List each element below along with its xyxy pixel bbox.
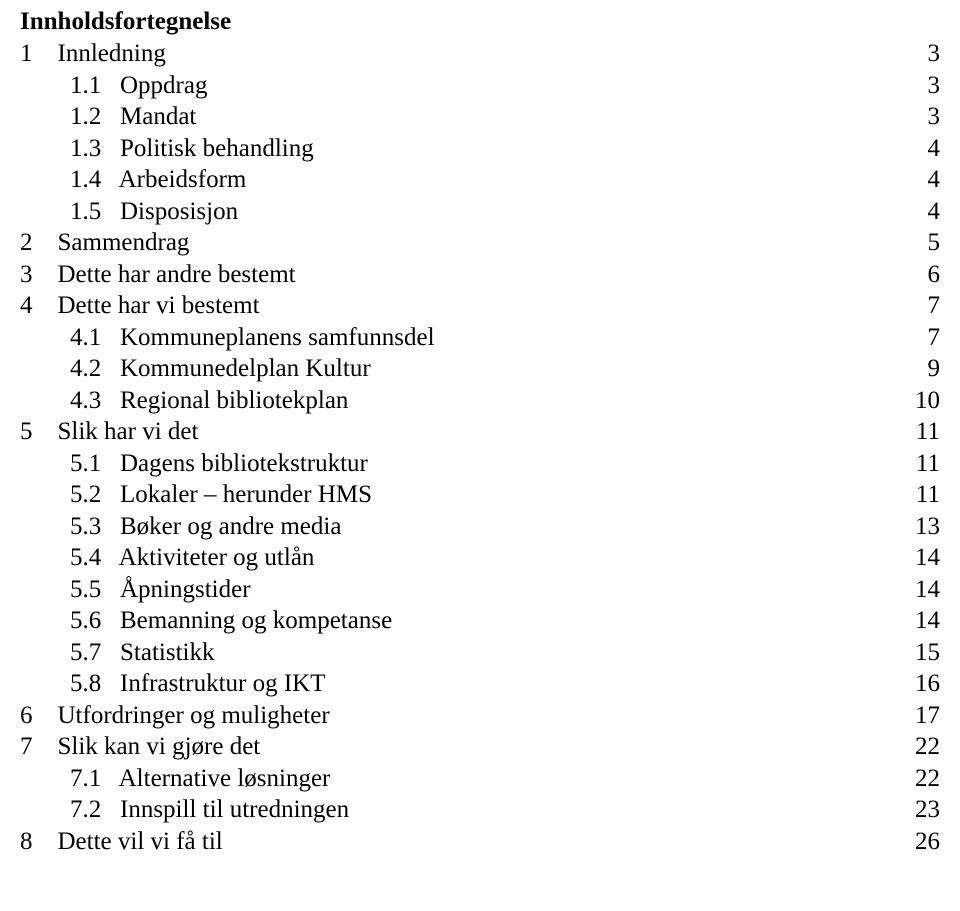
toc-entry-page: 26 <box>900 826 940 858</box>
toc-entry-page: 4 <box>900 164 940 196</box>
toc-entry-page: 22 <box>900 763 940 795</box>
toc-entry-page: 3 <box>900 38 940 70</box>
toc-entry-label: 8 Dette vil vi få til <box>20 826 223 858</box>
toc-entry-page: 7 <box>900 290 940 322</box>
toc-entry-label: 6 Utfordringer og muligheter <box>20 700 330 732</box>
toc-entry-page: 14 <box>900 605 940 637</box>
toc-entry-label: 4.1 Kommuneplanens samfunnsdel <box>20 322 435 354</box>
toc-line: 5.5 Åpningstider 14 <box>20 574 940 606</box>
toc-entry-page: 15 <box>900 637 940 669</box>
toc-entry-label: 5.2 Lokaler – herunder HMS <box>20 479 372 511</box>
toc-entry-label: 5.7 Statistikk <box>20 637 214 669</box>
toc-entry-label: 4.2 Kommunedelplan Kultur <box>20 353 371 385</box>
toc-entry-page: 5 <box>900 227 940 259</box>
toc-entry-label: 5.8 Infrastruktur og IKT <box>20 668 326 700</box>
toc-entry-label: 1.3 Politisk behandling <box>20 133 314 165</box>
toc-entry-page: 9 <box>900 353 940 385</box>
toc-line: 3 Dette har andre bestemt 6 <box>20 259 940 291</box>
toc-line: 7.1 Alternative løsninger 22 <box>20 763 940 795</box>
toc-line: 5.8 Infrastruktur og IKT 16 <box>20 668 940 700</box>
toc-line: 1.4 Arbeidsform 4 <box>20 164 940 196</box>
toc-line: 5.7 Statistikk 15 <box>20 637 940 669</box>
toc-entry-label: 5.6 Bemanning og kompetanse <box>20 605 392 637</box>
toc-line: 7 Slik kan vi gjøre det 22 <box>20 731 940 763</box>
toc-line: 5.6 Bemanning og kompetanse 14 <box>20 605 940 637</box>
toc-entry-page: 3 <box>900 70 940 102</box>
toc-entry-label: 1 Innledning <box>20 38 166 70</box>
toc-page: Innholdsfortegnelse 1 Innledning31.1 Opp… <box>0 0 960 877</box>
toc-entry-label: 2 Sammendrag <box>20 227 189 259</box>
toc-list: 1 Innledning31.1 Oppdrag31.2 Mandat31.3 … <box>20 38 940 857</box>
toc-entry-label: 7.1 Alternative løsninger <box>20 763 330 795</box>
toc-entry-page: 11 <box>900 416 940 448</box>
toc-entry-page: 11 <box>900 448 940 480</box>
toc-entry-page: 22 <box>900 731 940 763</box>
toc-entry-page: 6 <box>900 259 940 291</box>
toc-line: 2 Sammendrag 5 <box>20 227 940 259</box>
toc-line: 1.2 Mandat 3 <box>20 101 940 133</box>
toc-entry-page: 23 <box>900 794 940 826</box>
toc-entry-page: 16 <box>900 668 940 700</box>
toc-line: 5.2 Lokaler – herunder HMS 11 <box>20 479 940 511</box>
toc-entry-label: 5.3 Bøker og andre media <box>20 511 341 543</box>
toc-entry-label: 4.3 Regional bibliotekplan <box>20 385 348 417</box>
toc-entry-page: 3 <box>900 101 940 133</box>
toc-line: 5.4 Aktiviteter og utlån 14 <box>20 542 940 574</box>
toc-entry-page: 4 <box>900 133 940 165</box>
toc-entry-label: 5 Slik har vi det <box>20 416 198 448</box>
toc-entry-label: 7.2 Innspill til utredningen <box>20 794 349 826</box>
toc-entry-page: 11 <box>900 479 940 511</box>
toc-line: 4.1 Kommuneplanens samfunnsdel 7 <box>20 322 940 354</box>
toc-line: 5.3 Bøker og andre media 13 <box>20 511 940 543</box>
toc-line: 1.5 Disposisjon 4 <box>20 196 940 228</box>
toc-entry-page: 4 <box>900 196 940 228</box>
toc-entry-label: 5.1 Dagens bibliotekstruktur <box>20 448 368 480</box>
toc-line: 5 Slik har vi det 11 <box>20 416 940 448</box>
toc-entry-label: 4 Dette har vi bestemt <box>20 290 260 322</box>
toc-title: Innholdsfortegnelse <box>20 8 940 36</box>
toc-entry-label: 1.1 Oppdrag <box>20 70 207 102</box>
toc-entry-label: 5.4 Aktiviteter og utlån <box>20 542 314 574</box>
toc-entry-page: 7 <box>900 322 940 354</box>
toc-entry-label: 1.2 Mandat <box>20 101 196 133</box>
toc-entry-page: 14 <box>900 542 940 574</box>
toc-line: 1.1 Oppdrag 3 <box>20 70 940 102</box>
toc-line: 1.3 Politisk behandling 4 <box>20 133 940 165</box>
toc-entry-label: 1.4 Arbeidsform <box>20 164 246 196</box>
toc-line: 8 Dette vil vi få til 26 <box>20 826 940 858</box>
toc-line: 4.3 Regional bibliotekplan 10 <box>20 385 940 417</box>
toc-entry-label: 1.5 Disposisjon <box>20 196 238 228</box>
toc-line: 7.2 Innspill til utredningen 23 <box>20 794 940 826</box>
toc-line: 6 Utfordringer og muligheter 17 <box>20 700 940 732</box>
toc-line: 5.1 Dagens bibliotekstruktur 11 <box>20 448 940 480</box>
toc-entry-page: 14 <box>900 574 940 606</box>
toc-entry-page: 10 <box>900 385 940 417</box>
toc-line: 1 Innledning 3 <box>20 38 940 70</box>
toc-entry-label: 5.5 Åpningstider <box>20 574 251 606</box>
toc-line: 4 Dette har vi bestemt 7 <box>20 290 940 322</box>
toc-entry-label: 3 Dette har andre bestemt <box>20 259 296 291</box>
toc-entry-page: 17 <box>900 700 940 732</box>
toc-entry-label: 7 Slik kan vi gjøre det <box>20 731 260 763</box>
toc-line: 4.2 Kommunedelplan Kultur 9 <box>20 353 940 385</box>
toc-entry-page: 13 <box>900 511 940 543</box>
